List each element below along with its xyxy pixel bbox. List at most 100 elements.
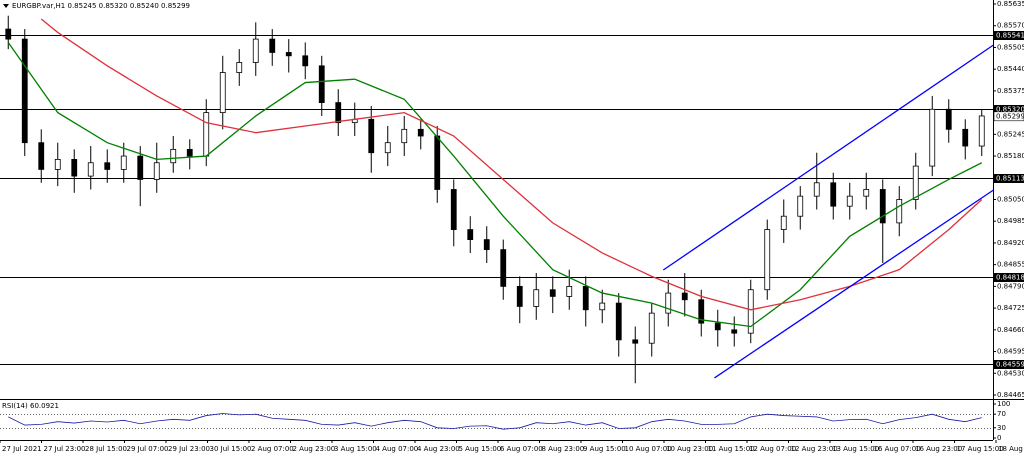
candle-body: [615, 302, 622, 341]
rsi-y-tick-label: 100: [997, 400, 1010, 408]
rsi-name: RSI(14): [2, 402, 28, 410]
x-tick-label: 10 Aug 23:00: [666, 445, 713, 453]
candle-body: [665, 292, 672, 314]
candle-body: [566, 285, 573, 297]
candle-body: [764, 229, 771, 291]
x-tick-label: 13 Aug 15:00: [832, 445, 879, 453]
y-tick-label: 0.84660: [997, 326, 1024, 334]
ohlc-open: 0.85245: [67, 2, 96, 10]
candle-body: [846, 195, 853, 207]
candle-body: [384, 142, 391, 154]
candle-body: [467, 229, 474, 241]
candle-body: [632, 339, 639, 344]
x-tick-label: 12 Aug 23:00: [791, 445, 838, 453]
candle-body: [368, 118, 375, 154]
candle-body: [104, 162, 111, 170]
x-tick-label: 2 Aug 07:00: [251, 445, 294, 453]
level-label: 0.85541: [996, 32, 1024, 40]
rsi-y-tick-label: 70: [997, 410, 1006, 418]
candle-body: [236, 62, 243, 73]
candle-body: [153, 162, 160, 180]
candle-body: [335, 102, 342, 124]
bid-label: 0.85299: [996, 112, 1024, 120]
candle-body: [38, 142, 45, 170]
y-tick-label: 0.85570: [997, 22, 1024, 30]
candle-body: [54, 159, 61, 170]
candle-body: [285, 52, 292, 57]
ohlc-close: 0.85299: [161, 2, 190, 10]
y-tick-label: 0.84790: [997, 282, 1024, 290]
y-tick-label: 0.85050: [997, 196, 1024, 204]
level-label: 0.85320: [996, 106, 1024, 114]
candle-body: [714, 322, 721, 331]
header-arrow: [3, 4, 9, 8]
candle-body: [879, 189, 886, 224]
x-tick-label: 11 Aug 15:00: [708, 445, 755, 453]
level-box: [994, 31, 1024, 40]
y-tick-label: 0.85180: [997, 152, 1024, 160]
candle-body: [318, 65, 325, 103]
candle-body: [648, 312, 655, 344]
candle-body: [549, 289, 556, 297]
candle-body: [747, 289, 754, 334]
x-tick-label: 9 Aug 15:00: [583, 445, 626, 453]
candle-body: [863, 189, 870, 197]
candle-body: [896, 199, 903, 224]
candle-body: [945, 108, 952, 130]
candle-body: [219, 72, 226, 114]
candle-body: [137, 155, 144, 180]
x-tick-label: 18 Aug 07:00: [998, 445, 1024, 453]
x-tick-label: 28 Jul 15:00: [85, 445, 127, 453]
level-label: 0.85113: [996, 175, 1024, 183]
candle-body: [401, 128, 408, 144]
moving-average: [40, 18, 983, 311]
candle-body: [912, 165, 919, 200]
y-tick-label: 0.84595: [997, 348, 1024, 356]
rsi-y-tick-label: 30: [997, 424, 1006, 432]
y-tick-label: 0.85440: [997, 65, 1024, 73]
y-tick-label: 0.84465: [997, 391, 1024, 399]
candle-body: [516, 285, 523, 307]
candle-body: [797, 195, 804, 217]
x-tick-label: 4 Aug 07:00: [376, 445, 419, 453]
candle-body: [813, 182, 820, 197]
moving-average: [7, 42, 983, 328]
level-box: [994, 174, 1024, 183]
candle-body: [434, 135, 441, 190]
candle-body: [698, 299, 705, 324]
candle-body: [186, 148, 193, 157]
x-tick-label: 3 Aug 15:00: [334, 445, 377, 453]
candle-body: [120, 155, 127, 170]
x-tick-label: 2 Aug 23:00: [293, 445, 336, 453]
ohlc-low: 0.85240: [130, 2, 159, 10]
level-box: [994, 273, 1024, 282]
candle-body: [87, 162, 94, 177]
candle-body: [830, 182, 837, 207]
x-tick-label: 30 Jul 15:00: [210, 445, 252, 453]
x-tick-label: 27 Jul 23:00: [44, 445, 86, 453]
chart-header: EURGBP.var,H1 0.85245 0.85320 0.85240 0.…: [12, 2, 190, 10]
x-tick-label: 17 Aug 15:00: [957, 445, 1004, 453]
candle-body: [71, 159, 78, 177]
candle-body: [483, 239, 490, 251]
candle-body: [780, 215, 787, 230]
symbol: EURGBP.var,H1: [12, 2, 65, 10]
x-tick-label: 8 Aug 23:00: [542, 445, 585, 453]
y-tick-label: 0.84530: [997, 369, 1024, 377]
y-tick-label: 0.85375: [997, 87, 1024, 95]
x-tick-label: 10 Aug 07:00: [625, 445, 672, 453]
x-tick-label: 4 Aug 23:00: [417, 445, 460, 453]
x-tick-label: 5 Aug 15:00: [459, 445, 502, 453]
x-tick-label: 6 Aug 07:00: [500, 445, 543, 453]
rsi-y-tick-label: 0: [997, 434, 1001, 442]
candle-body: [203, 112, 210, 157]
y-tick-label: 0.85505: [997, 43, 1024, 51]
candle-body: [533, 289, 540, 307]
candle-body: [731, 329, 738, 334]
level-box: [994, 360, 1024, 369]
channel-line: [714, 189, 994, 379]
candle-body: [929, 108, 936, 167]
candle-body: [500, 249, 507, 287]
